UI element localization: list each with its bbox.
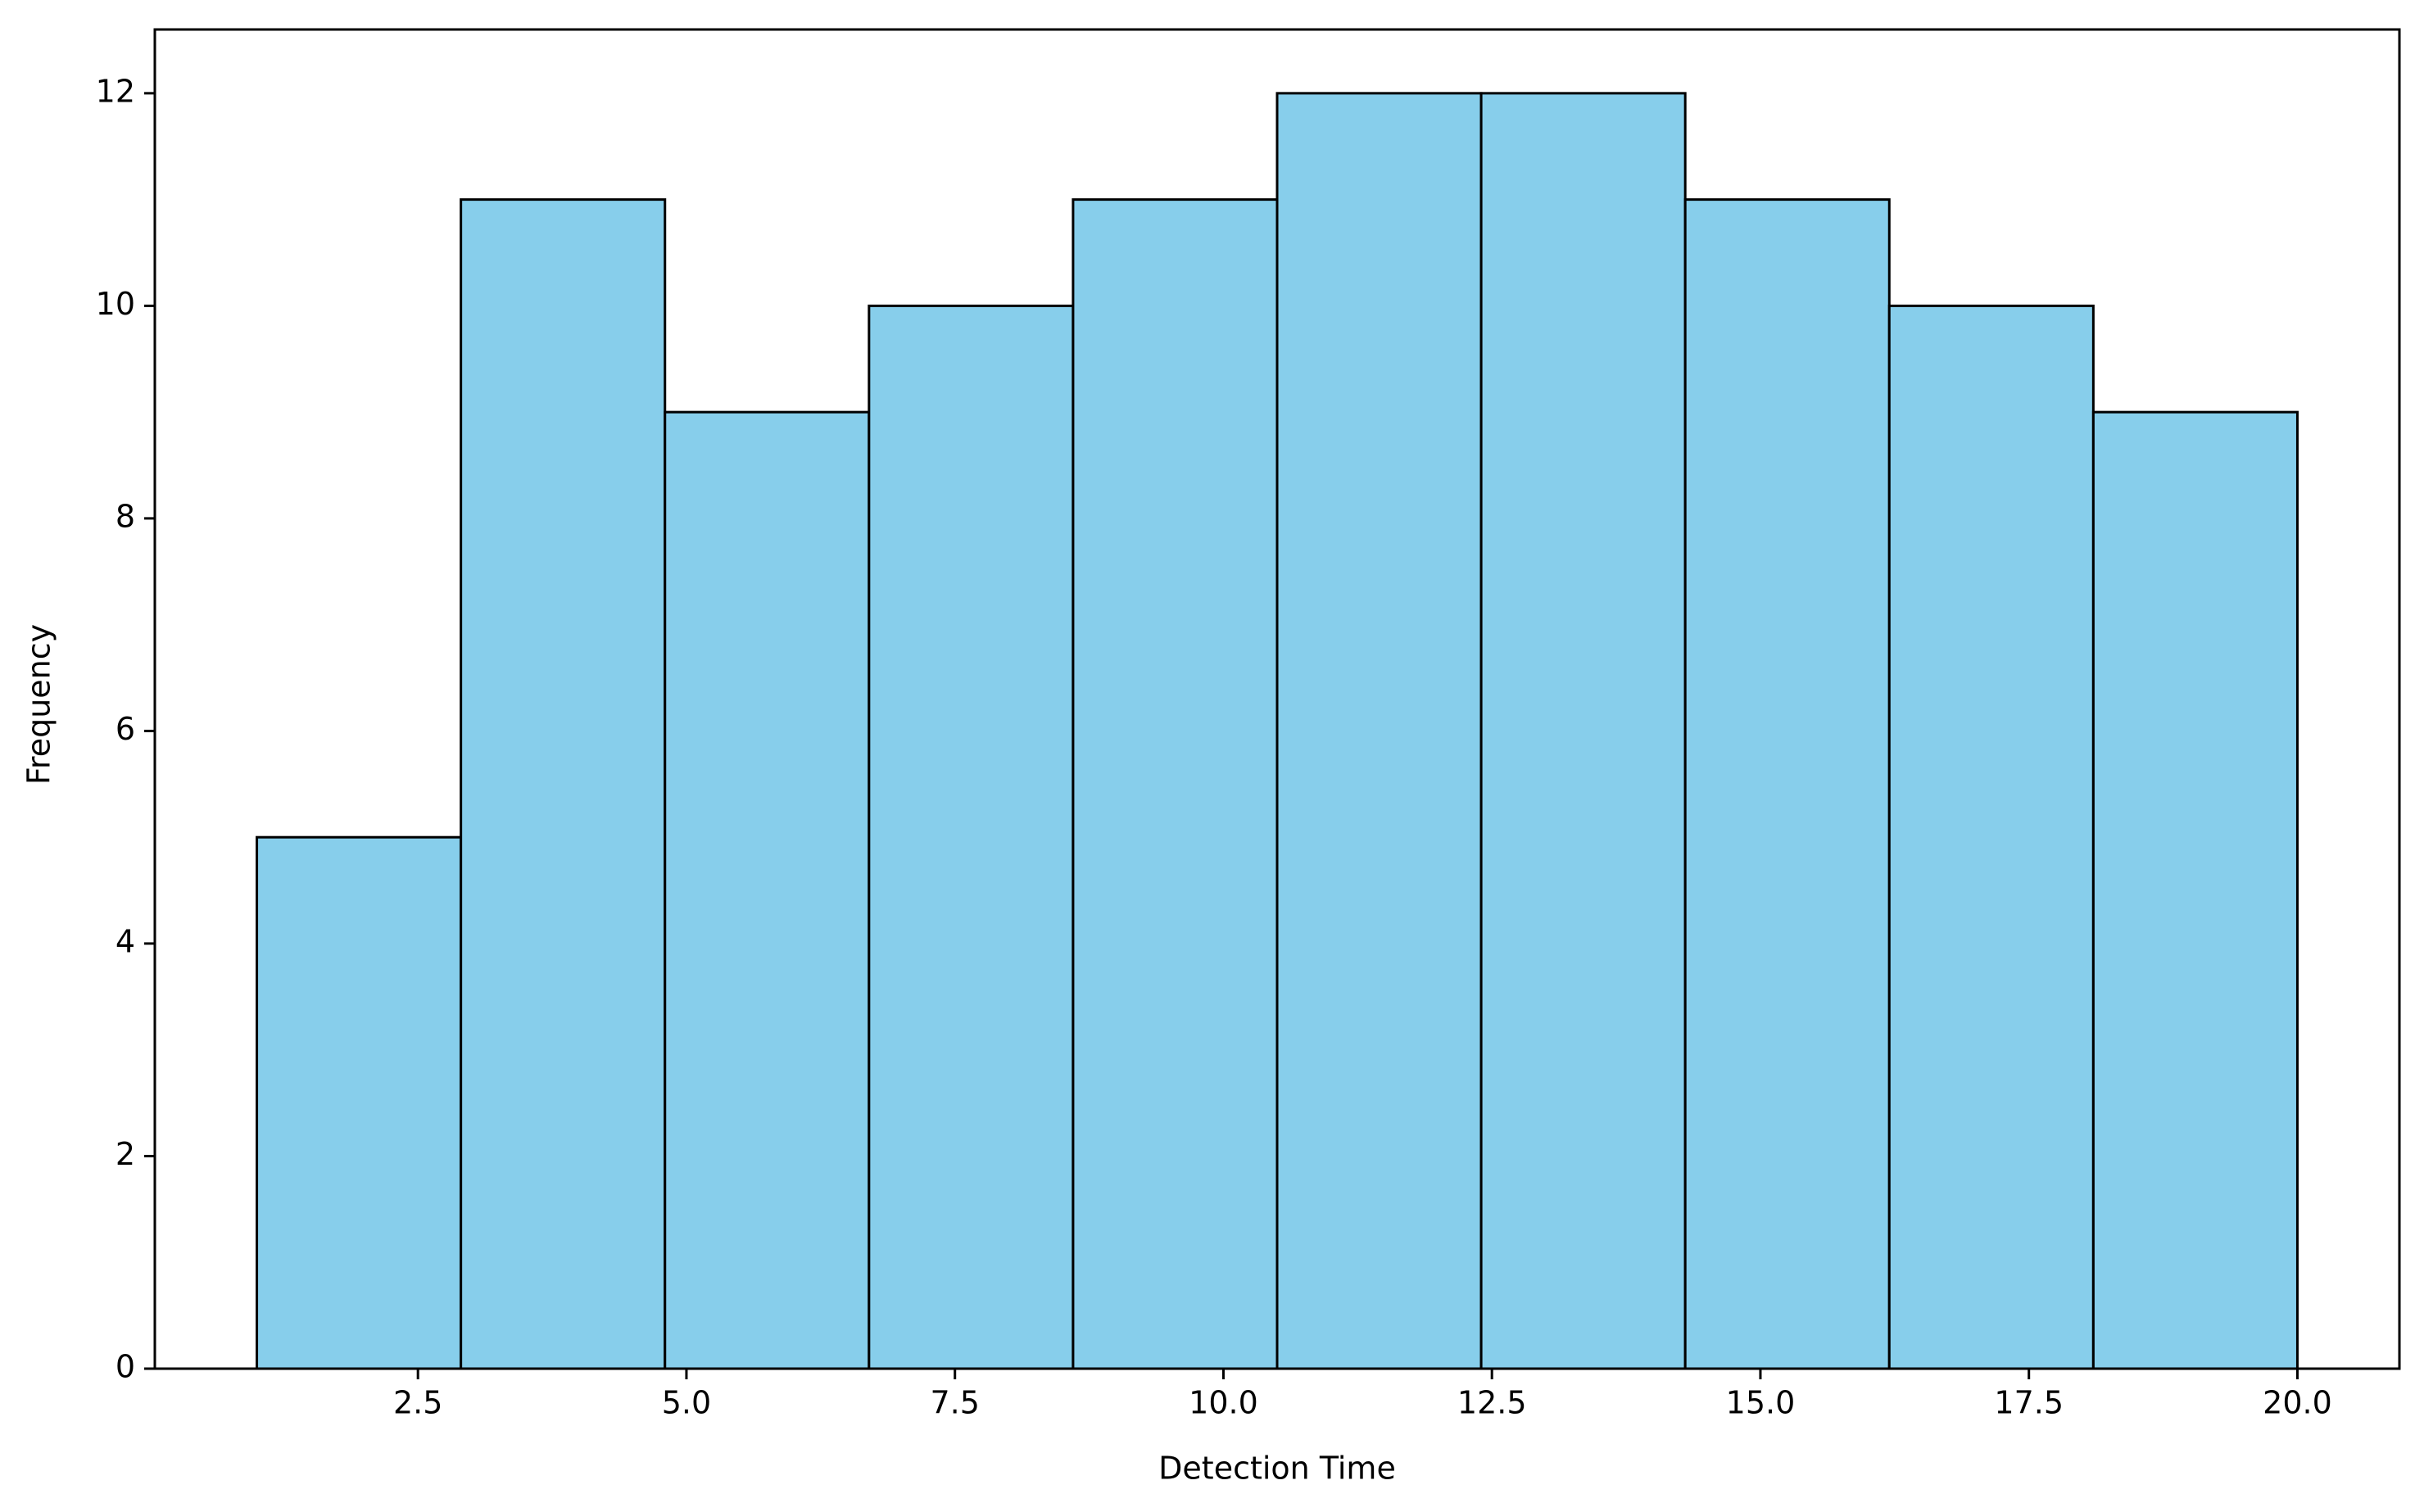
bar: [1479, 92, 1687, 1370]
y-tick-label: 12: [96, 73, 135, 109]
x-tick-label: 20.0: [2263, 1385, 2332, 1421]
y-tick-label: 0: [116, 1349, 135, 1385]
bar: [2091, 410, 2299, 1370]
x-axis-label: Detection Time: [1158, 1451, 1396, 1487]
x-tick-label: 5.0: [662, 1385, 711, 1421]
x-tick-label: 2.5: [393, 1385, 442, 1421]
bar: [1072, 198, 1279, 1370]
bar: [1275, 92, 1483, 1370]
bar: [664, 410, 871, 1370]
y-axis-label: Frequency: [21, 624, 57, 785]
x-tick-label: 10.0: [1189, 1385, 1258, 1421]
x-tick-label: 15.0: [1726, 1385, 1796, 1421]
bar: [1887, 304, 2095, 1370]
y-tick-label: 10: [96, 286, 135, 322]
y-tick-label: 8: [116, 498, 135, 534]
x-tick-label: 7.5: [930, 1385, 979, 1421]
plot-frame: [153, 28, 2401, 1370]
y-tick-label: 4: [116, 923, 135, 959]
y-tick-label: 6: [116, 711, 135, 747]
bar: [868, 304, 1075, 1370]
y-tick-label: 2: [116, 1136, 135, 1172]
bar: [1683, 198, 1891, 1370]
x-tick-label: 17.5: [1994, 1385, 2064, 1421]
bar: [256, 835, 463, 1370]
x-tick-label: 12.5: [1457, 1385, 1527, 1421]
bar: [460, 198, 667, 1370]
